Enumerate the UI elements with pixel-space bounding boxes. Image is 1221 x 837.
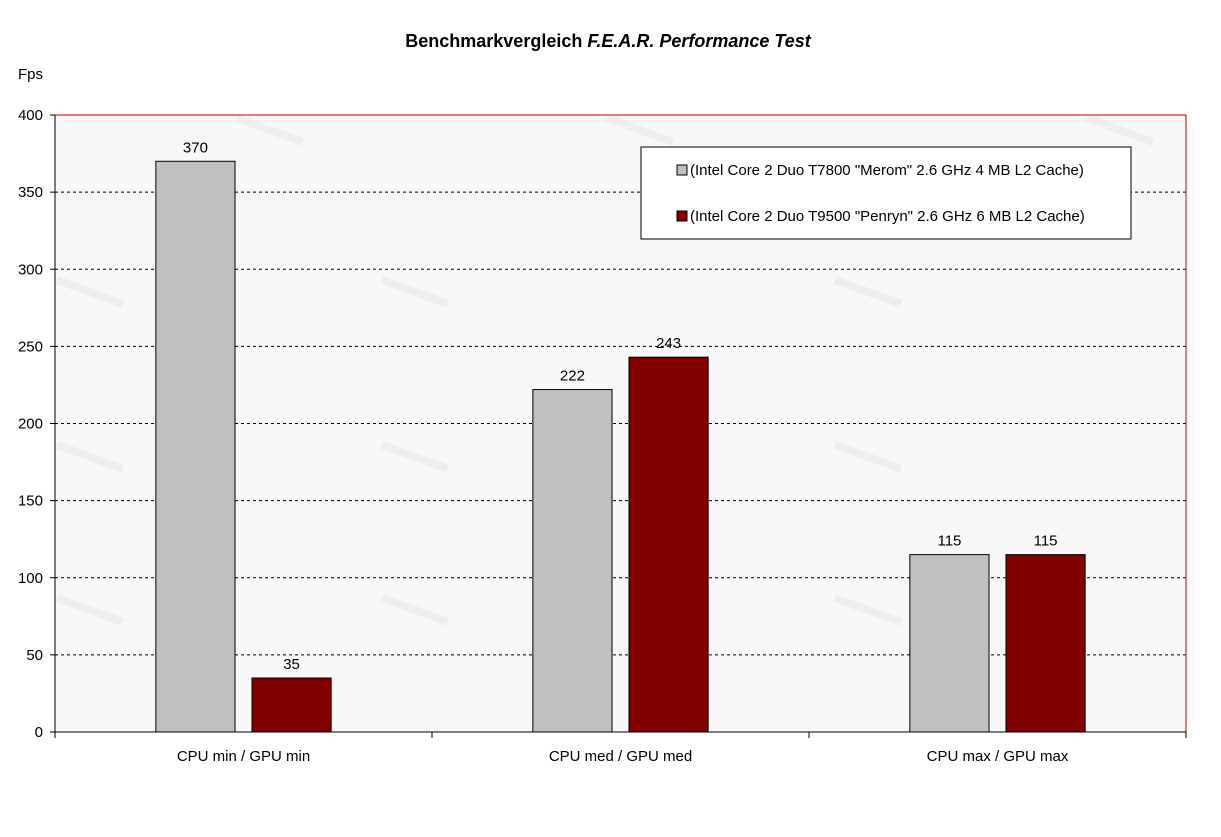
legend-label: (Intel Core 2 Duo T7800 "Merom" 2.6 GHz …	[690, 162, 1084, 179]
data-label: 370	[183, 139, 208, 156]
legend-swatch	[676, 210, 688, 222]
watermark-stroke	[55, 276, 125, 308]
data-label: 243	[656, 335, 681, 352]
watermark-stroke	[380, 276, 450, 308]
legend-label: (Intel Core 2 Duo T9500 "Penryn" 2.6 GHz…	[690, 208, 1085, 225]
y-axis: 0 50 100 150 200 250 300 350 400	[18, 107, 56, 741]
legend-swatch	[676, 164, 688, 176]
chart-title-plain: Benchmarkvergleich	[405, 31, 587, 51]
y-tick-label: 50	[26, 647, 43, 664]
y-tick-label: 100	[18, 570, 43, 587]
y-tick-label: 150	[18, 493, 43, 510]
chart-title-italic: F.E.A.R. Performance Test	[587, 31, 811, 51]
watermark-stroke	[833, 441, 903, 473]
legend: (Intel Core 2 Duo T7800 "Merom" 2.6 GHz …	[640, 146, 1132, 240]
watermark-stroke	[833, 276, 903, 308]
data-label: 115	[937, 533, 961, 550]
y-tick-label: 300	[18, 261, 43, 278]
y-axis-label: Fps	[18, 66, 43, 83]
watermark-stroke	[380, 441, 450, 473]
x-tick-label: CPU min / GPU min	[177, 748, 310, 765]
watermark-layer	[55, 114, 1155, 626]
legend-box	[640, 146, 1132, 240]
watermark-stroke	[605, 114, 675, 146]
watermark-stroke	[235, 114, 305, 146]
y-tick-label: 0	[35, 724, 43, 741]
y-tick-label: 350	[18, 184, 43, 201]
data-label: 115	[1034, 533, 1058, 550]
x-axis: CPU min / GPU min CPU med / GPU med CPU ma…	[54, 731, 1187, 765]
watermark-stroke	[1085, 114, 1155, 146]
bar	[251, 677, 332, 733]
bar	[155, 160, 236, 733]
x-tick-label: CPU max / GPU max	[927, 748, 1069, 765]
watermark-stroke	[380, 594, 450, 626]
data-label: 35	[283, 656, 300, 673]
watermark-stroke	[55, 441, 125, 473]
y-tick-label: 250	[18, 338, 43, 355]
y-tick-label: 400	[18, 107, 43, 124]
watermark-stroke	[833, 594, 903, 626]
y-tick-label: 200	[18, 416, 43, 433]
data-labels: 370 35 222 243 115 115	[183, 139, 1058, 673]
data-label: 222	[560, 368, 585, 385]
bars	[155, 160, 1086, 733]
bar	[628, 356, 709, 733]
watermark-stroke	[55, 594, 125, 626]
bar	[1005, 554, 1086, 733]
x-tick-label: CPU med / GPU med	[549, 748, 692, 765]
chart-title: Benchmarkvergleich F.E.A.R. Performance …	[405, 31, 812, 51]
bar	[909, 554, 990, 733]
bar	[532, 389, 613, 733]
